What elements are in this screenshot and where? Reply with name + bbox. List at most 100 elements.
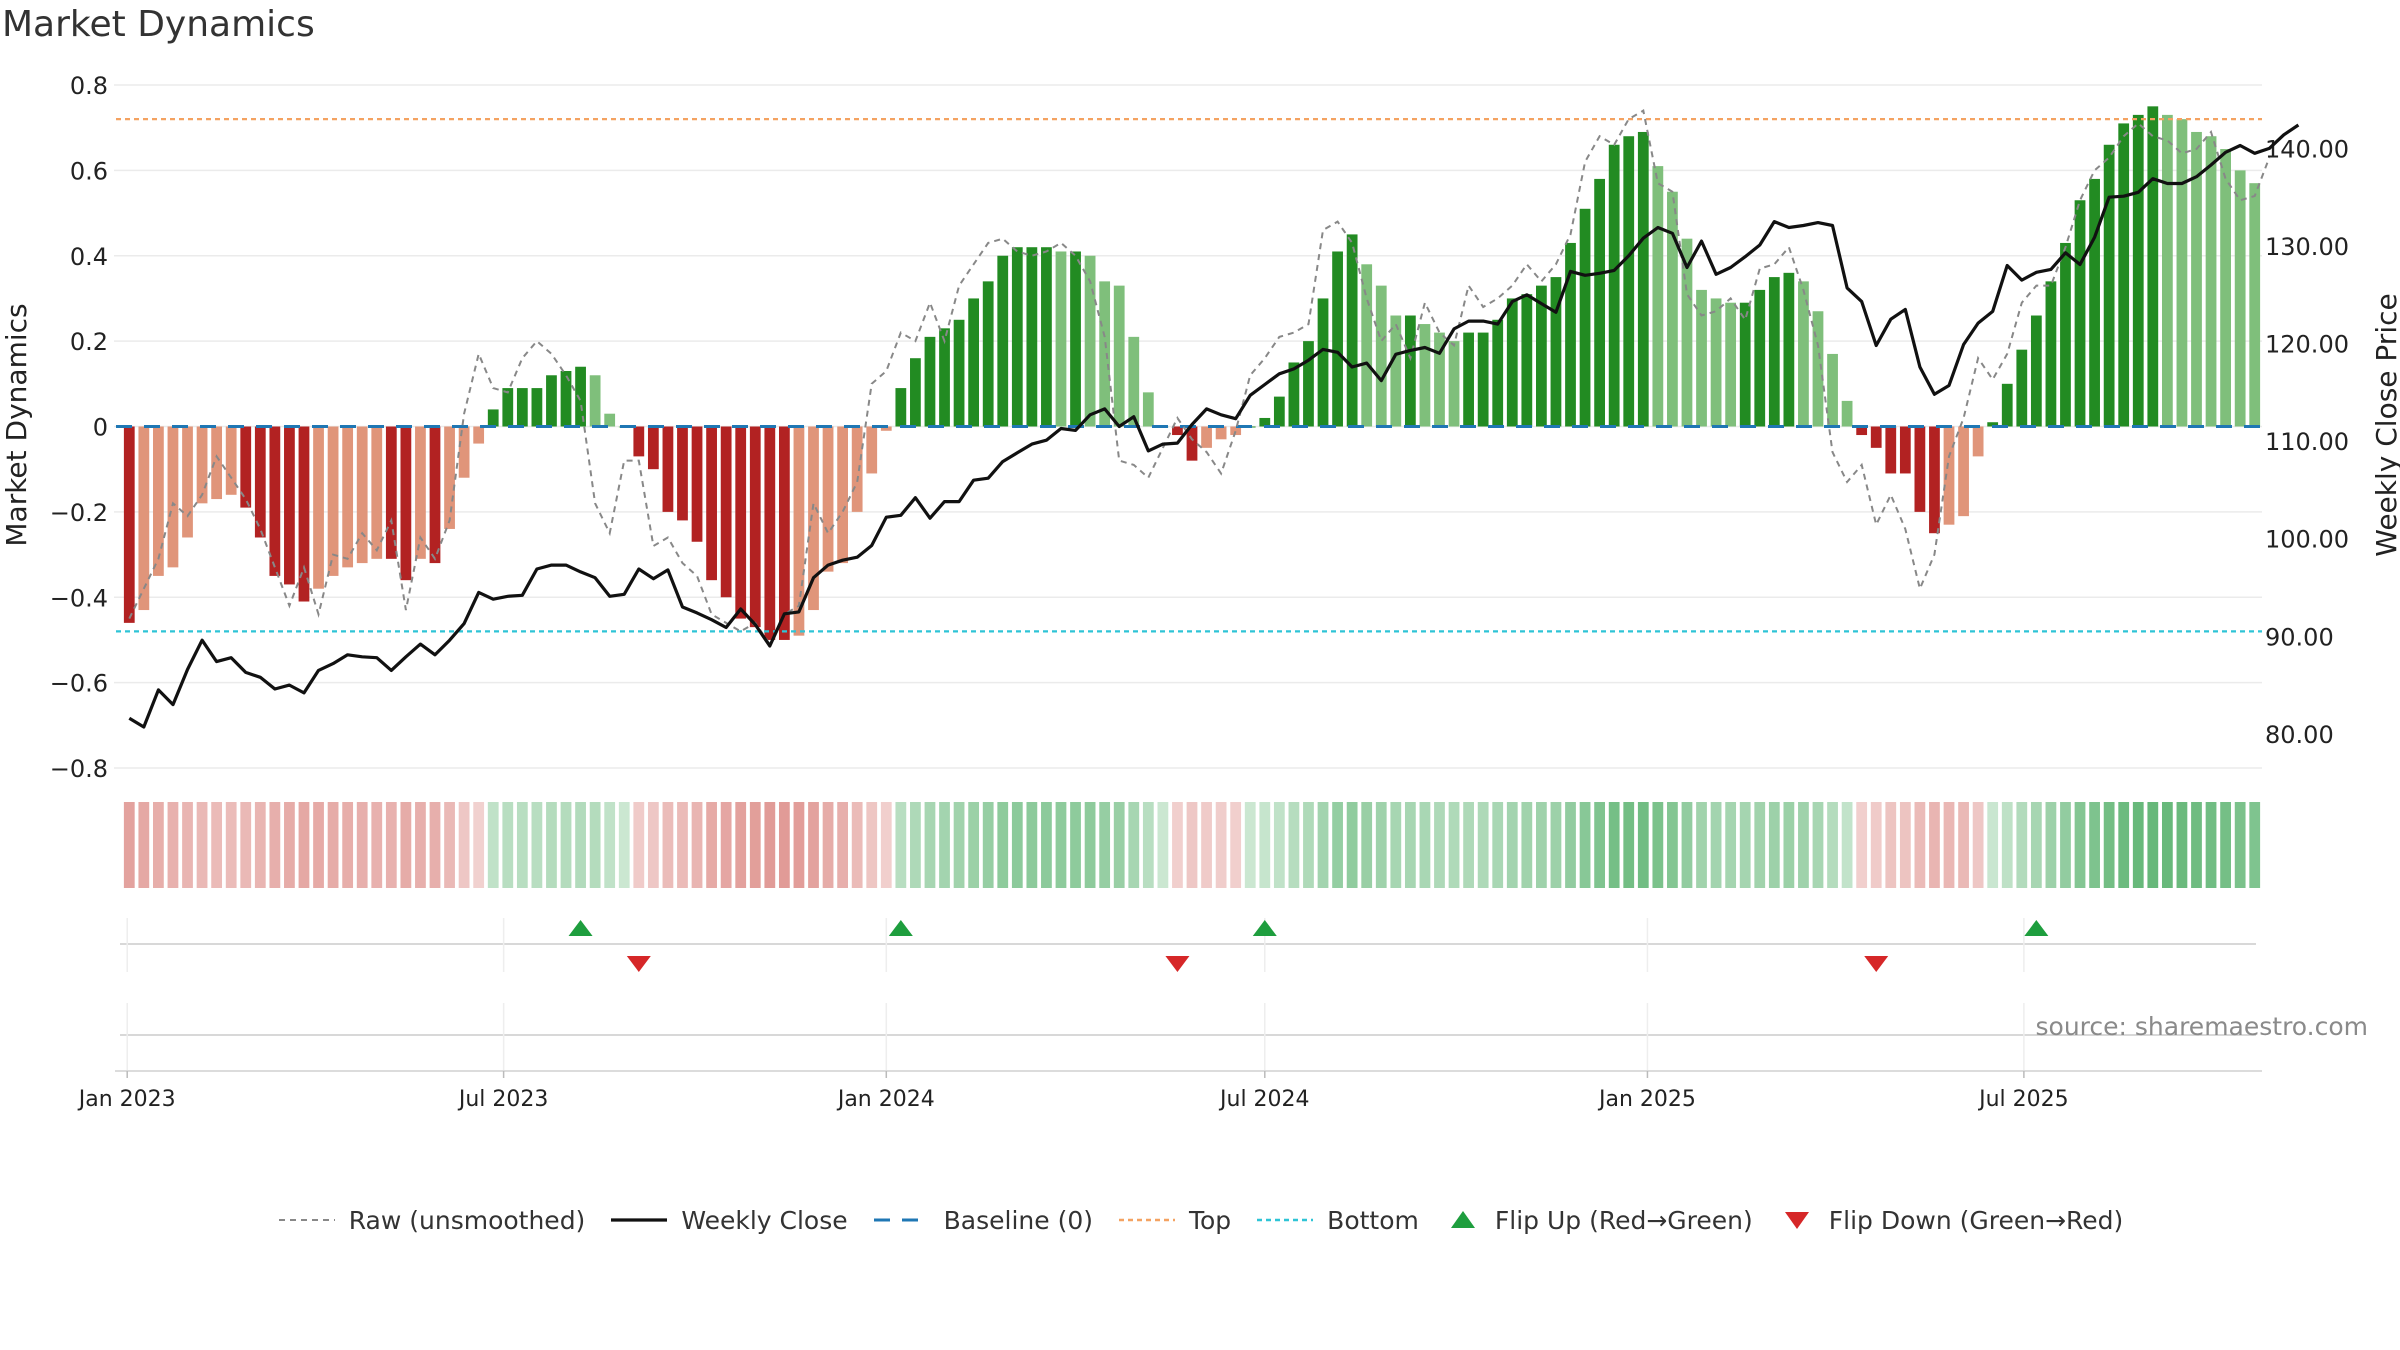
- momentum-bar: [1637, 131, 1649, 427]
- momentum-bar: [1827, 353, 1838, 427]
- momentum-bar: [2118, 123, 2130, 427]
- momentum-bar: [720, 426, 732, 598]
- heat-cell: [1172, 802, 1183, 888]
- heat-cell: [1317, 802, 1329, 888]
- momentum-bar: [1521, 294, 1533, 427]
- momentum-bar: [968, 298, 980, 427]
- heat-cell: [1011, 802, 1023, 888]
- heat-cell: [1958, 802, 1969, 888]
- momentum-bar: [749, 426, 761, 628]
- momentum-bar: [371, 426, 383, 559]
- heat-cell: [677, 802, 688, 888]
- heat-cell: [415, 802, 426, 888]
- legend-item-top: Top: [1117, 1206, 1231, 1235]
- momentum-bar: [793, 426, 805, 636]
- momentum-bar: [677, 426, 688, 521]
- heat-cell: [1565, 802, 1576, 888]
- heat-cell: [138, 802, 150, 888]
- momentum-bar: [1608, 144, 1620, 427]
- heat-cell: [2147, 802, 2159, 888]
- momentum-bar: [2045, 281, 2057, 427]
- momentum-bar: [1201, 426, 1212, 448]
- momentum-bar: [1259, 417, 1271, 427]
- momentum-bar: [1361, 264, 1373, 427]
- heat-cell: [531, 802, 543, 888]
- heat-cell: [837, 802, 848, 888]
- heat-cell: [254, 802, 266, 888]
- heat-cell: [1448, 802, 1460, 888]
- y2-tick-label: 90.00: [2265, 623, 2334, 651]
- momentum-bar: [2147, 106, 2159, 427]
- momentum-bar: [953, 319, 965, 427]
- heat-cell: [1725, 802, 1737, 888]
- momentum-bar: [1404, 315, 1416, 427]
- legend-label-flip-up: Flip Up (Red→Green): [1494, 1205, 1753, 1235]
- momentum-bar: [633, 426, 645, 457]
- heat-cell: [1157, 802, 1169, 888]
- momentum-bar: [313, 426, 324, 589]
- heat-cell: [400, 802, 412, 888]
- momentum-bar: [1288, 362, 1300, 427]
- x-tick-label: Jan 2023: [77, 1087, 176, 1112]
- heat-cell: [2060, 802, 2071, 888]
- momentum-bar: [225, 426, 237, 495]
- momentum-bar: [487, 409, 499, 427]
- momentum-bar: [1870, 426, 1882, 448]
- y-tick-label: 0.8: [70, 72, 108, 100]
- momentum-bar: [2234, 170, 2246, 427]
- momentum-bar: [531, 388, 543, 427]
- momentum-bar: [327, 426, 339, 576]
- heat-cell: [1870, 802, 1882, 888]
- momentum-bar: [516, 388, 528, 427]
- heat-cell: [487, 802, 499, 888]
- heat-cell: [1521, 802, 1533, 888]
- momentum-bar: [1506, 298, 1518, 427]
- momentum-bar: [1070, 251, 1081, 427]
- heat-cell: [298, 802, 310, 888]
- heat-cell: [735, 802, 747, 888]
- heat-cell: [997, 802, 1009, 888]
- y-tick-label: 0: [93, 414, 108, 442]
- momentum-bar: [1958, 426, 1969, 517]
- heat-cell: [749, 802, 761, 888]
- momentum-bar: [167, 426, 179, 568]
- heat-cell: [662, 802, 674, 888]
- legend-item-weekly-close: Weekly Close: [609, 1206, 848, 1235]
- momentum-bar: [1303, 341, 1314, 427]
- momentum-bar: [240, 426, 252, 508]
- momentum-bar: [196, 426, 208, 504]
- momentum-bar: [604, 413, 616, 427]
- momentum-bar: [153, 426, 164, 576]
- momentum-bar: [1914, 426, 1926, 512]
- heat-cell: [1055, 802, 1067, 888]
- heat-cell: [1142, 802, 1154, 888]
- flip-marker-panel: [120, 918, 2256, 972]
- heat-cell: [1681, 802, 1693, 888]
- flip-up-marker: [1252, 920, 1277, 936]
- momentum-bar: [1565, 242, 1576, 427]
- heat-cell: [269, 802, 281, 888]
- heat-cell: [1710, 802, 1722, 888]
- raw-unsmoothed-line: [128, 109, 2271, 647]
- heat-cell: [2001, 802, 2013, 888]
- flip-up-marker: [2024, 920, 2049, 936]
- heat-cell: [1667, 802, 1678, 888]
- y-tick-label: −0.2: [50, 499, 108, 527]
- heat-cell: [1288, 802, 1300, 888]
- momentum-bar: [1390, 315, 1402, 427]
- momentum-bar: [284, 426, 295, 585]
- legend: Raw (unsmoothed) Weekly Close Baseline (…: [0, 1200, 2400, 1240]
- heat-cell: [1696, 802, 1707, 888]
- heat-cell: [1375, 802, 1387, 888]
- heat-cell: [458, 802, 470, 888]
- heat-cell: [546, 802, 557, 888]
- momentum-bar: [1885, 426, 1897, 474]
- momentum-bar: [808, 426, 819, 611]
- momentum-bar: [880, 426, 892, 431]
- heat-cell: [1215, 802, 1227, 888]
- momentum-bar: [2001, 383, 2013, 427]
- momentum-bar: [1783, 272, 1795, 427]
- heat-cell: [1419, 802, 1431, 888]
- momentum-bar: [269, 426, 281, 576]
